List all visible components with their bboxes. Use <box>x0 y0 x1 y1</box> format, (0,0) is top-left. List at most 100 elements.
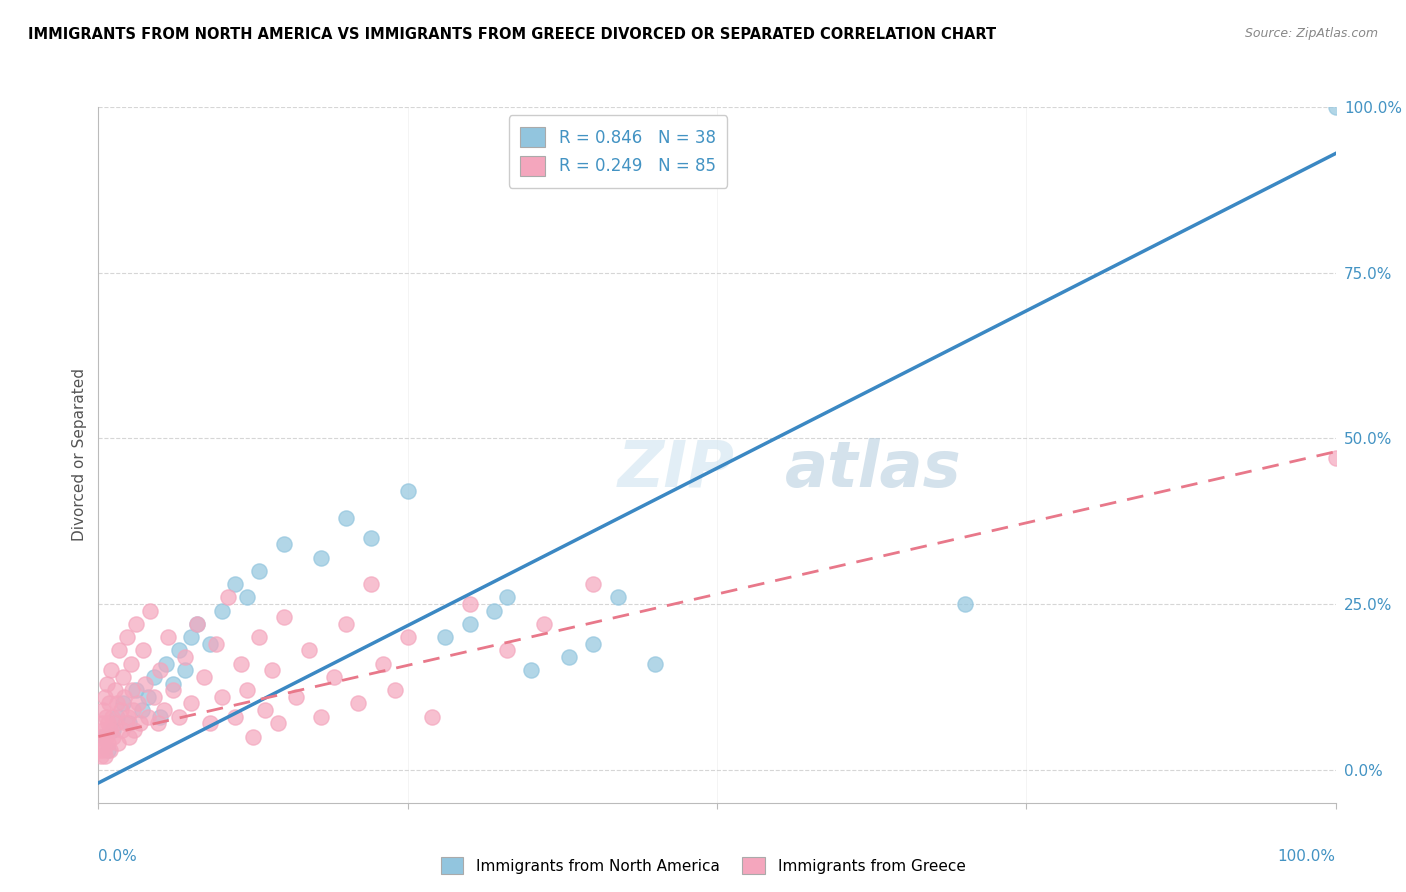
Point <box>193 670 215 684</box>
Point <box>93 743 115 757</box>
Point <box>198 637 221 651</box>
Point <box>236 591 259 605</box>
Point <box>224 709 246 723</box>
Text: atlas: atlas <box>785 438 962 500</box>
Point <box>156 630 179 644</box>
Point <box>582 637 605 651</box>
Point <box>93 723 115 737</box>
Point <box>484 604 506 618</box>
Point <box>97 697 120 711</box>
Point <box>117 709 139 723</box>
Point <box>118 730 141 744</box>
Point <box>495 591 517 605</box>
Point <box>98 723 121 737</box>
Text: 100.0%: 100.0% <box>1278 849 1336 864</box>
Point <box>132 643 155 657</box>
Point <box>267 716 290 731</box>
Point <box>136 690 159 704</box>
Point <box>495 643 517 657</box>
Point <box>180 697 202 711</box>
Point <box>149 663 172 677</box>
Point <box>217 591 239 605</box>
Point <box>167 709 190 723</box>
Point <box>360 531 382 545</box>
Point <box>131 703 153 717</box>
Point <box>96 676 118 690</box>
Point <box>124 683 146 698</box>
Point <box>149 709 172 723</box>
Point <box>153 703 176 717</box>
Point <box>335 616 357 631</box>
Point <box>422 709 444 723</box>
Point <box>121 683 143 698</box>
Point <box>396 630 419 644</box>
Point <box>112 670 135 684</box>
Point <box>111 723 134 737</box>
Point <box>247 564 270 578</box>
Point <box>105 709 128 723</box>
Point <box>112 690 135 704</box>
Point <box>139 604 162 618</box>
Point <box>129 716 152 731</box>
Point <box>115 630 138 644</box>
Point <box>458 597 481 611</box>
Point <box>155 657 177 671</box>
Point <box>335 511 357 525</box>
Legend: Immigrants from North America, Immigrants from Greece: Immigrants from North America, Immigrant… <box>434 851 972 880</box>
Point <box>91 730 114 744</box>
Point <box>103 723 125 737</box>
Point <box>108 643 131 657</box>
Point <box>118 716 141 731</box>
Point <box>174 663 197 677</box>
Point <box>122 703 145 717</box>
Point <box>89 743 111 757</box>
Point <box>180 630 202 644</box>
Point <box>127 697 149 711</box>
Point <box>458 616 481 631</box>
Point <box>186 616 208 631</box>
Point <box>96 730 118 744</box>
Point <box>98 743 121 757</box>
Point <box>103 730 125 744</box>
Point <box>205 637 228 651</box>
Point <box>91 736 114 750</box>
Point <box>107 736 129 750</box>
Point <box>236 683 259 698</box>
Point <box>260 663 283 677</box>
Point <box>143 690 166 704</box>
Point <box>97 716 120 731</box>
Point <box>229 657 252 671</box>
Point <box>104 716 127 731</box>
Point <box>247 630 270 644</box>
Point <box>254 703 277 717</box>
Point <box>1324 451 1347 466</box>
Point <box>224 577 246 591</box>
Point <box>112 697 135 711</box>
Point <box>162 683 184 698</box>
Point <box>114 716 136 731</box>
Point <box>110 703 132 717</box>
Point <box>211 690 233 704</box>
Point <box>384 683 406 698</box>
Point <box>124 723 146 737</box>
Point <box>89 730 111 744</box>
Point <box>557 650 579 665</box>
Point <box>94 709 117 723</box>
Point <box>186 616 208 631</box>
Point <box>174 650 197 665</box>
Point <box>953 597 976 611</box>
Point <box>143 670 166 684</box>
Point <box>198 716 221 731</box>
Legend: R = 0.846   N = 38, R = 0.249   N = 85: R = 0.846 N = 38, R = 0.249 N = 85 <box>509 115 727 187</box>
Point <box>285 690 308 704</box>
Y-axis label: Divorced or Separated: Divorced or Separated <box>72 368 87 541</box>
Point <box>146 716 169 731</box>
Point <box>134 676 156 690</box>
Point <box>97 743 120 757</box>
Point <box>120 657 142 671</box>
Point <box>273 610 295 624</box>
Point <box>90 749 112 764</box>
Point <box>309 709 332 723</box>
Point <box>105 697 128 711</box>
Point <box>322 670 344 684</box>
